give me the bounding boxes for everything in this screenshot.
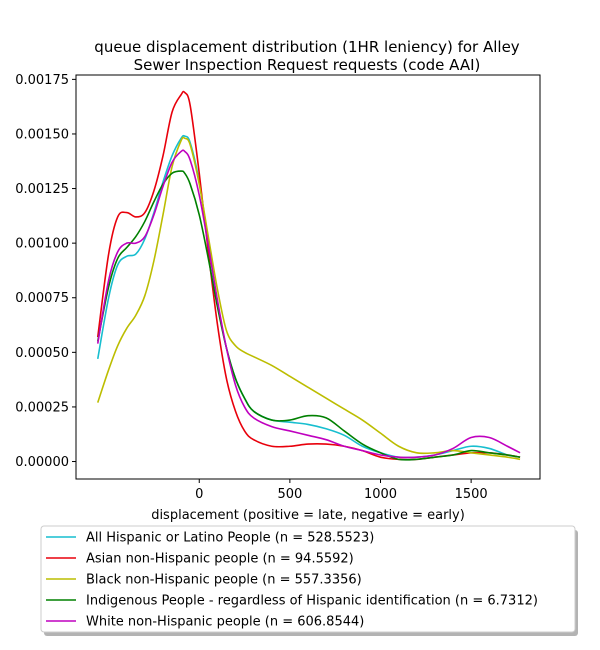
x-tick-label: 1500: [455, 487, 488, 502]
series-line-4: [96, 149, 521, 459]
y-tick-label: 0.00150: [15, 127, 69, 142]
legend-box: [40, 525, 576, 633]
series-lines: [96, 90, 521, 461]
y-tick-label: 0.00050: [15, 346, 69, 361]
y-axis: 0.00000 0.00025 0.00050 0.00075 0.00100 0.001…: [15, 73, 76, 470]
legend-label-0: All Hispanic or Latino People (n = 528.5…: [86, 531, 374, 546]
plot-frame: [75, 74, 541, 480]
legend-label-2: Black non-Hispanic people (n = 557.3356): [86, 573, 362, 588]
series-line-1: [96, 90, 521, 461]
series-line-3: [96, 170, 521, 461]
x-axis: 0 500 1000 1500: [195, 479, 488, 502]
legend-label-4: White non-Hispanic people (n = 606.8544): [86, 615, 364, 630]
chart-title-line-1: queue displacement distribution (1HR len…: [94, 38, 519, 56]
series-line-0: [96, 134, 521, 459]
y-tick-label: 0.00175: [15, 73, 69, 88]
y-tick-label: 0.00075: [15, 291, 69, 306]
x-axis-label: displacement (positive = late, negative …: [151, 508, 465, 523]
x-tick-label: 500: [277, 487, 302, 502]
y-tick-label: 0.00025: [15, 400, 69, 415]
y-tick-label: 0.00000: [15, 455, 69, 470]
y-tick-label: 0.00125: [15, 182, 69, 197]
x-tick-label: 0: [195, 487, 203, 502]
legend-label-1: Asian non-Hispanic people (n = 94.5592): [86, 552, 354, 567]
series-line-2: [96, 136, 521, 461]
x-tick-label: 1000: [364, 487, 397, 502]
chart-title-line-2: Sewer Inspection Request requests (code …: [134, 56, 481, 74]
legend-label-3: Indigenous People - regardless of Hispan…: [86, 594, 538, 609]
legend: All Hispanic or Latino People (n = 528.5…: [40, 525, 578, 636]
y-tick-label: 0.00100: [15, 237, 69, 252]
